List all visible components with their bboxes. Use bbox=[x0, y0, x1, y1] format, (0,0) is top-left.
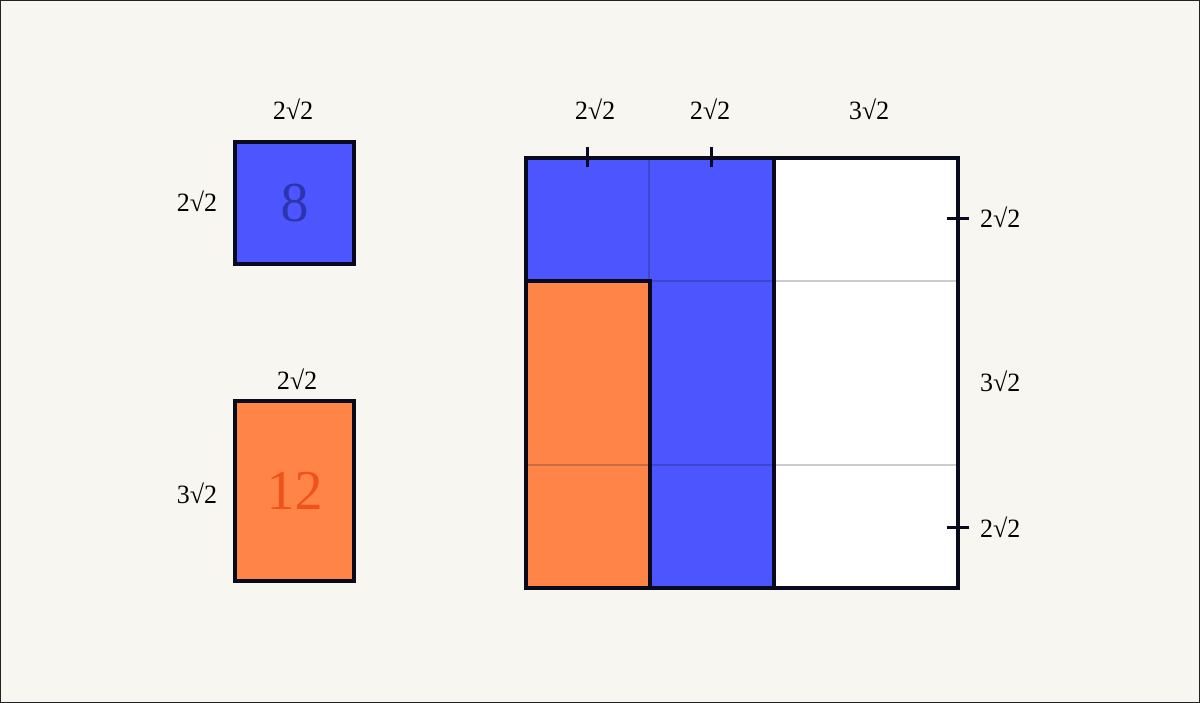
right-tick-2 bbox=[947, 526, 969, 529]
orange-rect-top-label: 2√2 bbox=[276, 366, 318, 395]
big-square-top-label-2: 2√2 bbox=[689, 96, 731, 125]
big-square-top-label-1: 2√2 bbox=[574, 96, 616, 125]
top-tick-1 bbox=[586, 147, 589, 167]
big-square-border bbox=[524, 156, 960, 590]
grid-line-orange-row bbox=[528, 464, 648, 466]
blue-square: 8 bbox=[233, 140, 356, 266]
orange-rect-side-label: 3√2 bbox=[176, 480, 217, 509]
blue-square-top-label: 2√2 bbox=[272, 96, 314, 125]
right-tick-1 bbox=[947, 217, 969, 220]
blue-square-side-label: 2√2 bbox=[176, 188, 217, 217]
orange-rect-area: 12 bbox=[266, 460, 323, 522]
orange-inner-rectangle bbox=[524, 279, 652, 590]
big-square-top-label-3: 3√2 bbox=[848, 96, 890, 125]
big-square-right-label-2: 3√2 bbox=[980, 368, 1021, 397]
big-square-right-label-1: 2√2 bbox=[980, 204, 1021, 233]
top-tick-2 bbox=[710, 147, 713, 167]
blue-square-area: 8 bbox=[280, 172, 309, 234]
orange-rectangle: 12 bbox=[233, 399, 356, 583]
big-square-right-label-3: 2√2 bbox=[980, 514, 1021, 543]
